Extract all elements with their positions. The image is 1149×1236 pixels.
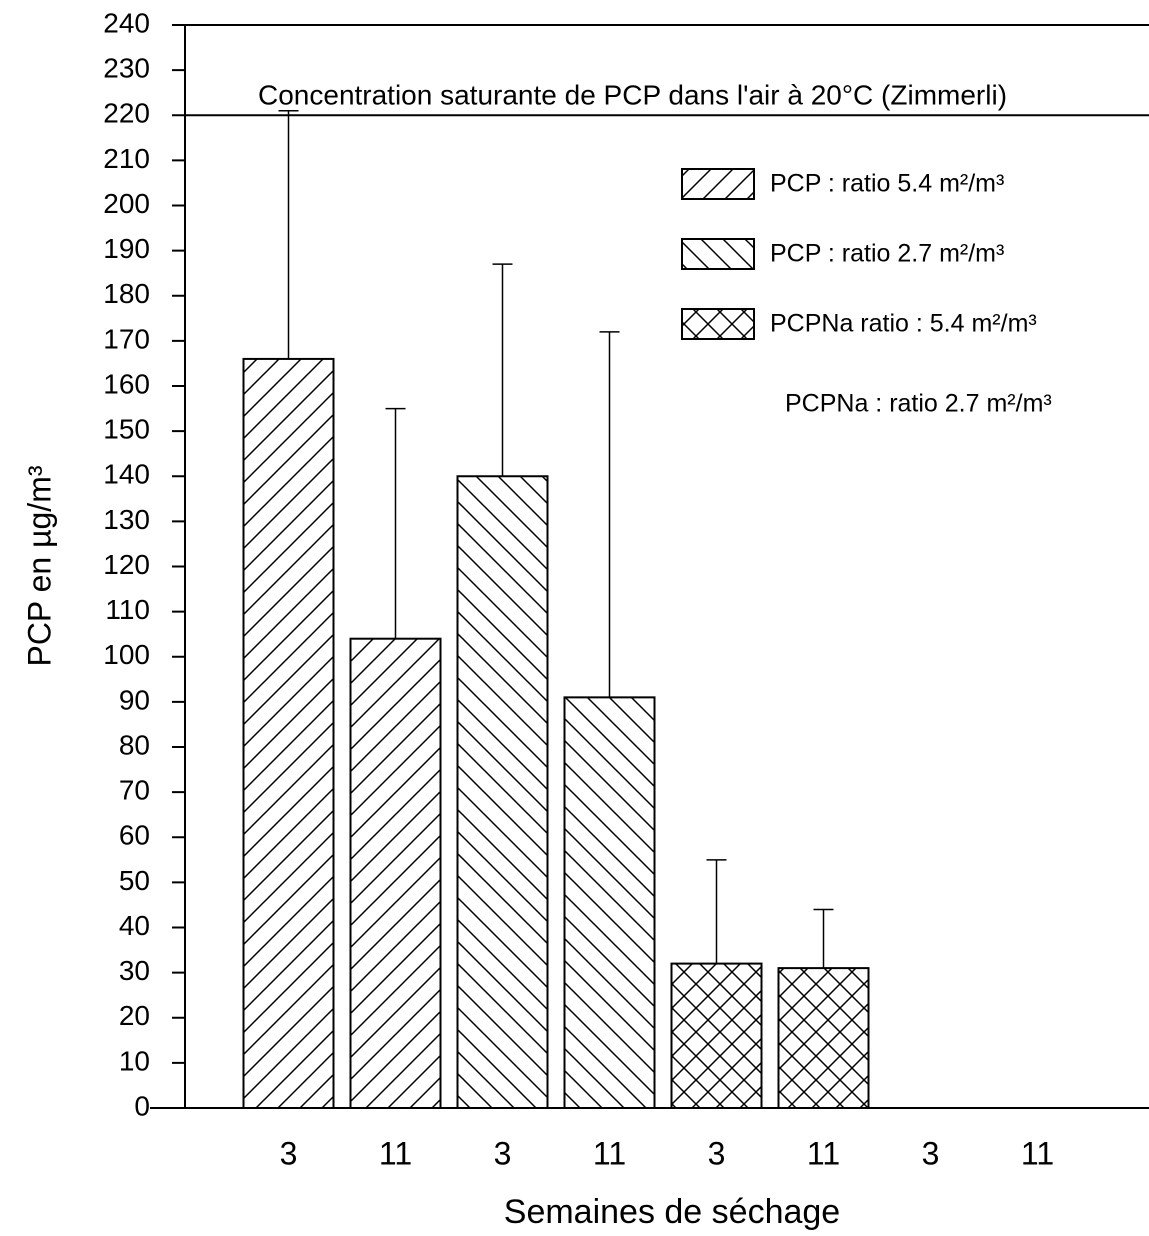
- bar: [563, 696, 656, 1109]
- bar: [456, 475, 549, 1109]
- y-tick-label: 180: [103, 278, 150, 309]
- y-tick-label: 10: [119, 1045, 150, 1076]
- y-tick-label: 160: [103, 368, 150, 399]
- bar: [670, 962, 763, 1109]
- bar: [242, 357, 335, 1109]
- y-tick-label: 130: [103, 504, 150, 535]
- x-tick-label: 3: [922, 1135, 940, 1171]
- y-tick-label: 200: [103, 188, 150, 219]
- y-tick-label: 20: [119, 1000, 150, 1031]
- x-tick-label: 11: [593, 1135, 626, 1171]
- x-tick-label: 3: [708, 1135, 726, 1171]
- y-tick-label: 190: [103, 233, 150, 264]
- bar: [777, 967, 870, 1109]
- y-tick-label: 210: [103, 143, 150, 174]
- y-tick-label: 80: [119, 729, 150, 760]
- y-tick-label: 140: [103, 459, 150, 490]
- y-tick-label: 240: [103, 7, 150, 38]
- y-tick-label: 40: [119, 910, 150, 941]
- bar: [349, 637, 442, 1109]
- y-tick-label: 150: [103, 414, 150, 445]
- y-tick-label: 110: [105, 594, 150, 625]
- y-tick-label: 120: [103, 549, 150, 580]
- legend-label: PCPNa ratio : 5.4 m²/m³: [770, 310, 1037, 338]
- legend-swatch: [681, 168, 755, 200]
- legend-label: PCP : ratio 5.4 m²/m³: [770, 170, 1004, 198]
- y-tick-label: 30: [119, 955, 150, 986]
- x-tick-label: 3: [280, 1135, 298, 1171]
- x-tick-label: 11: [379, 1135, 412, 1171]
- reference-label: Concentration saturante de PCP dans l'ai…: [258, 80, 1007, 111]
- legend-label: PCP : ratio 2.7 m²/m³: [770, 240, 1004, 268]
- y-axis-title: PCP en µg/m³: [21, 465, 57, 666]
- x-axis-title: Semaines de séchage: [504, 1193, 840, 1231]
- y-tick-label: 60: [119, 820, 150, 851]
- y-tick-label: 100: [103, 639, 150, 670]
- x-tick-label: 11: [807, 1135, 840, 1171]
- y-tick-label: 230: [103, 53, 150, 84]
- x-tick-label: 11: [1021, 1135, 1054, 1171]
- y-tick-label: 50: [119, 865, 150, 896]
- legend-swatch: [681, 238, 755, 270]
- legend-label: PCPNa : ratio 2.7 m²/m³: [785, 390, 1052, 418]
- x-tick-label: 3: [494, 1135, 512, 1171]
- y-tick-label: 0: [134, 1090, 150, 1121]
- y-tick-label: 220: [103, 98, 150, 129]
- y-tick-label: 170: [103, 323, 150, 354]
- y-tick-label: 90: [119, 684, 150, 715]
- y-tick-label: 70: [119, 775, 150, 806]
- legend-swatch: [681, 308, 755, 340]
